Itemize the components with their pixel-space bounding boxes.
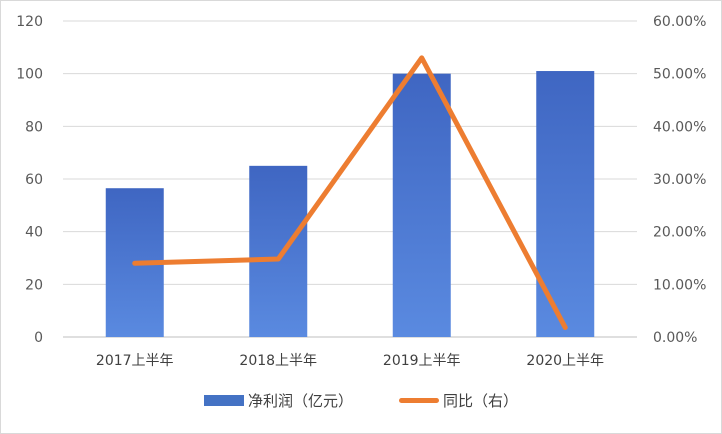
right-tick-label: 0.00% [653,330,697,346]
bar-2019上半年 [392,73,451,338]
legend-line-swatch [399,398,439,403]
yoy-point-2017上半年 [134,262,136,264]
line-series [132,55,568,331]
bar-2018上半年 [249,165,308,337]
left-tick-label: 60 [25,172,43,188]
category-label: 2017上半年 [96,353,174,369]
legend: 净利润（亿元） 同比（右） [1,390,721,411]
left-tick-label: 80 [25,119,43,135]
right-tick-label: 40.00% [653,119,706,135]
left-tick-label: 20 [25,277,43,293]
right-tick-label: 20.00% [653,225,706,241]
right-tick-label: 30.00% [653,172,706,188]
left-tick-label: 100 [16,67,43,83]
legend-item-line: 同比（右） [399,390,518,411]
category-label: 2018上半年 [239,353,317,369]
yoy-line [132,55,568,331]
legend-item-bar: 净利润（亿元） [203,390,353,411]
left-tick-label: 0 [34,330,43,346]
legend-bar-swatch [203,395,244,406]
legend-line-label: 同比（右） [443,392,519,410]
bar-series [105,71,595,338]
right-tick-label: 60.00% [653,14,706,30]
category-labels: 2017上半年 2018上半年 2019上半年 2020上半年 [96,353,604,369]
yoy-point-2020上半年 [564,327,566,329]
right-tick-label: 10.00% [653,277,706,293]
bar-2020上半年 [536,71,595,338]
left-tick-label: 40 [25,225,43,241]
yoy-point-2018上半年 [277,258,279,260]
right-tick-label: 50.00% [653,67,706,83]
category-label: 2020上半年 [526,353,604,369]
right-axis-ticks: 0.00% 10.00% 20.00% 30.00% 40.00% 50.00% 60.00… [653,14,706,346]
left-axis-ticks: 0 20 40 60 80 100 120 [16,14,43,346]
yoy-point-2019上半年 [421,57,423,59]
category-label: 2019上半年 [383,353,461,369]
left-tick-label: 120 [16,14,43,30]
legend-bar-label: 净利润（亿元） [247,392,353,410]
